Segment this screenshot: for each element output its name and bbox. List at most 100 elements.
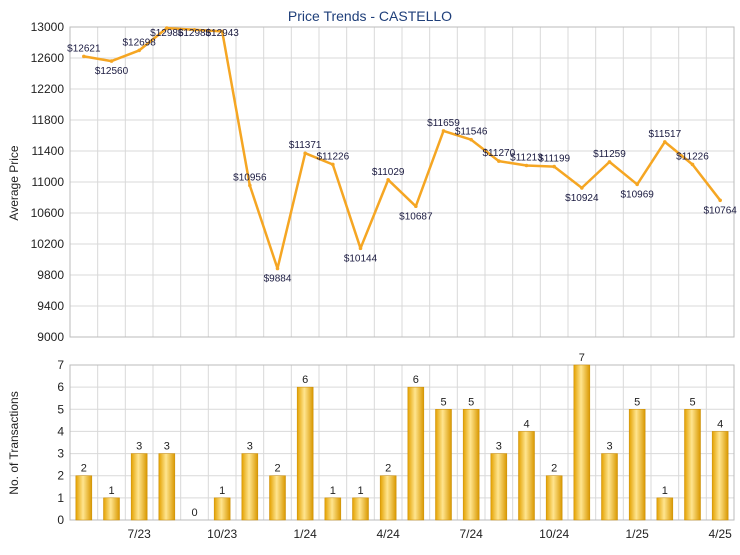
transaction-bar	[628, 409, 646, 521]
transaction-bar	[711, 431, 729, 521]
plot-frame	[69, 26, 735, 338]
y-tick-label: 7	[57, 358, 64, 372]
x-tick-label: 10/24	[539, 527, 569, 541]
transaction-bar	[296, 386, 314, 521]
x-tick-label: 1/24	[293, 527, 317, 541]
price-data-label: $12621	[67, 43, 101, 54]
price-y-axis-ticks: 9000 9400 9800 10200 10600 11000 11400 11800 122…	[31, 20, 65, 344]
price-data-label: $9884	[264, 273, 292, 284]
price-point	[386, 177, 390, 182]
transaction-count-label: 4	[717, 418, 723, 430]
transaction-count-label: 0	[191, 507, 197, 519]
price-data-label: $11199	[538, 154, 570, 165]
x-tick-label: 7/24	[459, 527, 483, 541]
price-point	[137, 48, 141, 53]
y-tick-label: 12600	[31, 51, 65, 65]
price-point	[165, 26, 169, 30]
transaction-count-label: 5	[689, 396, 695, 408]
price-data-label: $12698	[122, 37, 156, 48]
transaction-count-label: 5	[634, 396, 640, 408]
transactions-data-labels: 2 1 3 3 0 1 3 2 6 1 1 2 6 5 5 3 4 2 7 3 5 1 5 4	[81, 352, 723, 519]
y-tick-label: 0	[57, 513, 64, 527]
y-tick-label: 9800	[37, 268, 64, 282]
transaction-bar	[324, 497, 342, 521]
transaction-bar	[518, 431, 535, 521]
y-tick-label: 12200	[31, 82, 65, 96]
price-point	[275, 266, 280, 271]
price-data-label: $12560	[95, 66, 129, 77]
transaction-count-label: 1	[219, 485, 225, 497]
transaction-count-label: 4	[523, 418, 529, 430]
transaction-bar	[545, 475, 563, 521]
price-point	[469, 137, 473, 142]
price-point	[497, 159, 501, 163]
price-data-label: $11546	[455, 127, 488, 138]
price-chart-grid	[69, 26, 735, 338]
transaction-bar	[462, 409, 480, 521]
transaction-bar	[213, 497, 231, 521]
transaction-count-label: 3	[606, 441, 612, 453]
price-data-label: $11270	[483, 148, 516, 159]
price-data-label: $11517	[649, 129, 682, 140]
transaction-count-label: 1	[357, 485, 363, 497]
price-data-labels: $12621$12560$12698$12986$12986$12943$109…	[67, 28, 737, 284]
price-point	[358, 246, 363, 251]
transaction-bar	[407, 386, 425, 521]
x-tick-label: 7/23	[127, 527, 151, 541]
price-data-label: $11226	[317, 151, 350, 162]
y-tick-label: 9000	[37, 330, 64, 344]
x-tick-label: 4/24	[376, 527, 400, 541]
price-point	[524, 163, 529, 168]
price-point	[82, 54, 86, 59]
transaction-count-label: 5	[440, 396, 446, 408]
price-data-label: $11659	[427, 118, 460, 129]
price-y-axis-label: Average Price	[7, 145, 21, 220]
price-point	[663, 140, 667, 144]
price-data-label: $11029	[372, 167, 405, 178]
price-point	[635, 182, 639, 187]
transaction-bar	[656, 497, 674, 521]
transaction-bar	[130, 453, 148, 521]
chart-title: Price Trends - CASTELLO	[288, 8, 452, 24]
transaction-count-label: 1	[108, 485, 114, 497]
price-point	[109, 59, 114, 63]
y-tick-label: 1	[57, 491, 64, 505]
transaction-bar	[158, 453, 176, 521]
transaction-bar	[241, 453, 259, 521]
y-tick-label: 9400	[37, 299, 64, 313]
price-data-label: $12986	[178, 28, 212, 39]
price-point	[303, 151, 307, 156]
transaction-count-label: 2	[81, 463, 87, 475]
price-point	[192, 27, 197, 32]
price-data-label: $10144	[344, 253, 378, 264]
price-data-label: $12986	[150, 28, 184, 39]
transaction-count-label: 6	[413, 374, 419, 386]
transaction-bar	[573, 364, 591, 521]
transaction-bar	[379, 475, 397, 521]
transaction-count-label: 2	[274, 463, 280, 475]
transaction-bar	[435, 409, 452, 521]
y-tick-label: 11400	[32, 144, 65, 158]
price-data-label: $10924	[565, 193, 599, 204]
y-tick-label: 13000	[31, 20, 65, 34]
price-point	[718, 198, 722, 203]
transaction-bar	[490, 453, 508, 521]
price-data-label: $10687	[399, 211, 433, 222]
transaction-count-label: 3	[496, 441, 502, 453]
y-tick-label: 3	[57, 447, 64, 461]
transactions-y-axis-ticks: 0 1 2 3 4 5 6 7	[57, 358, 64, 527]
price-data-label: $10956	[233, 172, 267, 183]
price-point	[690, 162, 695, 167]
price-data-label: $11259	[593, 149, 626, 160]
transaction-bar	[75, 475, 93, 521]
y-tick-label: 11000	[32, 175, 65, 189]
transaction-bar	[601, 453, 618, 521]
price-point	[552, 164, 556, 169]
price-data-label: $10969	[620, 189, 654, 200]
price-data-label: $11226	[676, 151, 709, 162]
transactions-x-axis-ticks: 7/23 10/23 1/24 4/24 7/24 10/24 1/25 4/25	[127, 527, 732, 541]
price-point	[331, 162, 335, 167]
transaction-bar	[352, 497, 369, 521]
y-tick-label: 4	[57, 424, 64, 438]
